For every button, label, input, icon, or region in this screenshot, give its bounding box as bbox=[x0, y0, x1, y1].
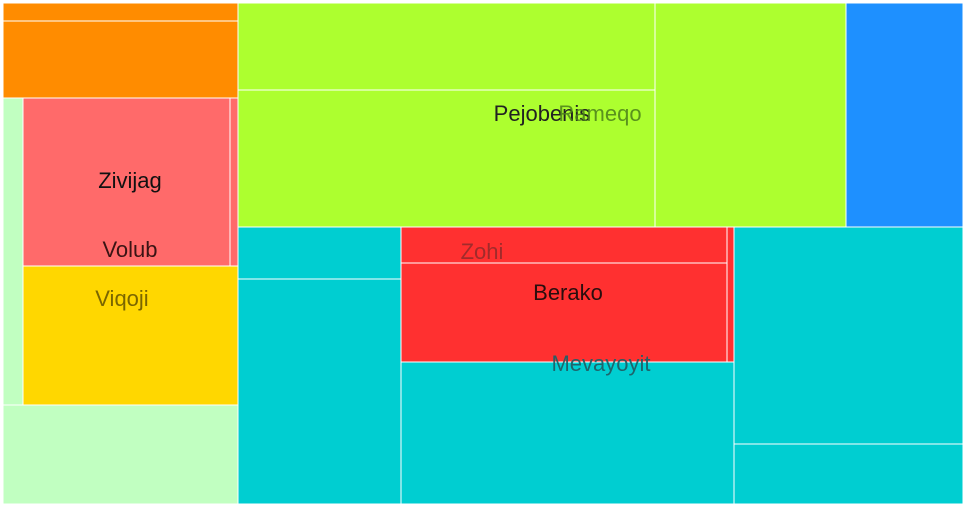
treemap-cell-blue bbox=[845, 2, 964, 228]
label-viqoji: Viqoji bbox=[95, 286, 148, 311]
treemap-cell-orange-top bbox=[2, 2, 239, 22]
label-zohi: Zohi bbox=[461, 239, 504, 264]
treemap-cell-red-thin bbox=[726, 226, 735, 363]
treemap-cell-red bbox=[400, 262, 728, 363]
treemap-cell-teal-left bbox=[237, 278, 402, 505]
treemap-cell-green-main bbox=[237, 89, 656, 228]
treemap-cell-teal-center bbox=[400, 361, 735, 505]
label-berako: Berako bbox=[533, 280, 603, 305]
label-zivijag: Zivijag bbox=[98, 168, 162, 193]
label-mevayoyit: Mevayoyit bbox=[551, 351, 650, 376]
treemap-cell-gold bbox=[22, 265, 239, 406]
treemap-cell-salmon bbox=[22, 97, 231, 267]
treemap-cell-red-top bbox=[400, 226, 728, 264]
label-rameqo: Rameqo bbox=[558, 101, 641, 126]
treemap-cell-pale-green bbox=[2, 404, 239, 505]
label-pejobenis: Pejobenis bbox=[494, 101, 591, 126]
treemap-cell-pale-green-strip bbox=[2, 97, 24, 406]
treemap-cell-salmon-thin bbox=[229, 97, 239, 267]
treemap-cell-orange bbox=[2, 20, 239, 99]
treemap-cell-teal-right bbox=[733, 226, 964, 445]
treemap-cell-green-right bbox=[654, 2, 847, 228]
label-volub: Volub bbox=[102, 237, 157, 262]
treemap-cell-teal-small bbox=[237, 226, 402, 280]
treemap-cell-teal-bottom-right bbox=[733, 443, 964, 505]
treemap-cell-green-top bbox=[237, 2, 656, 91]
